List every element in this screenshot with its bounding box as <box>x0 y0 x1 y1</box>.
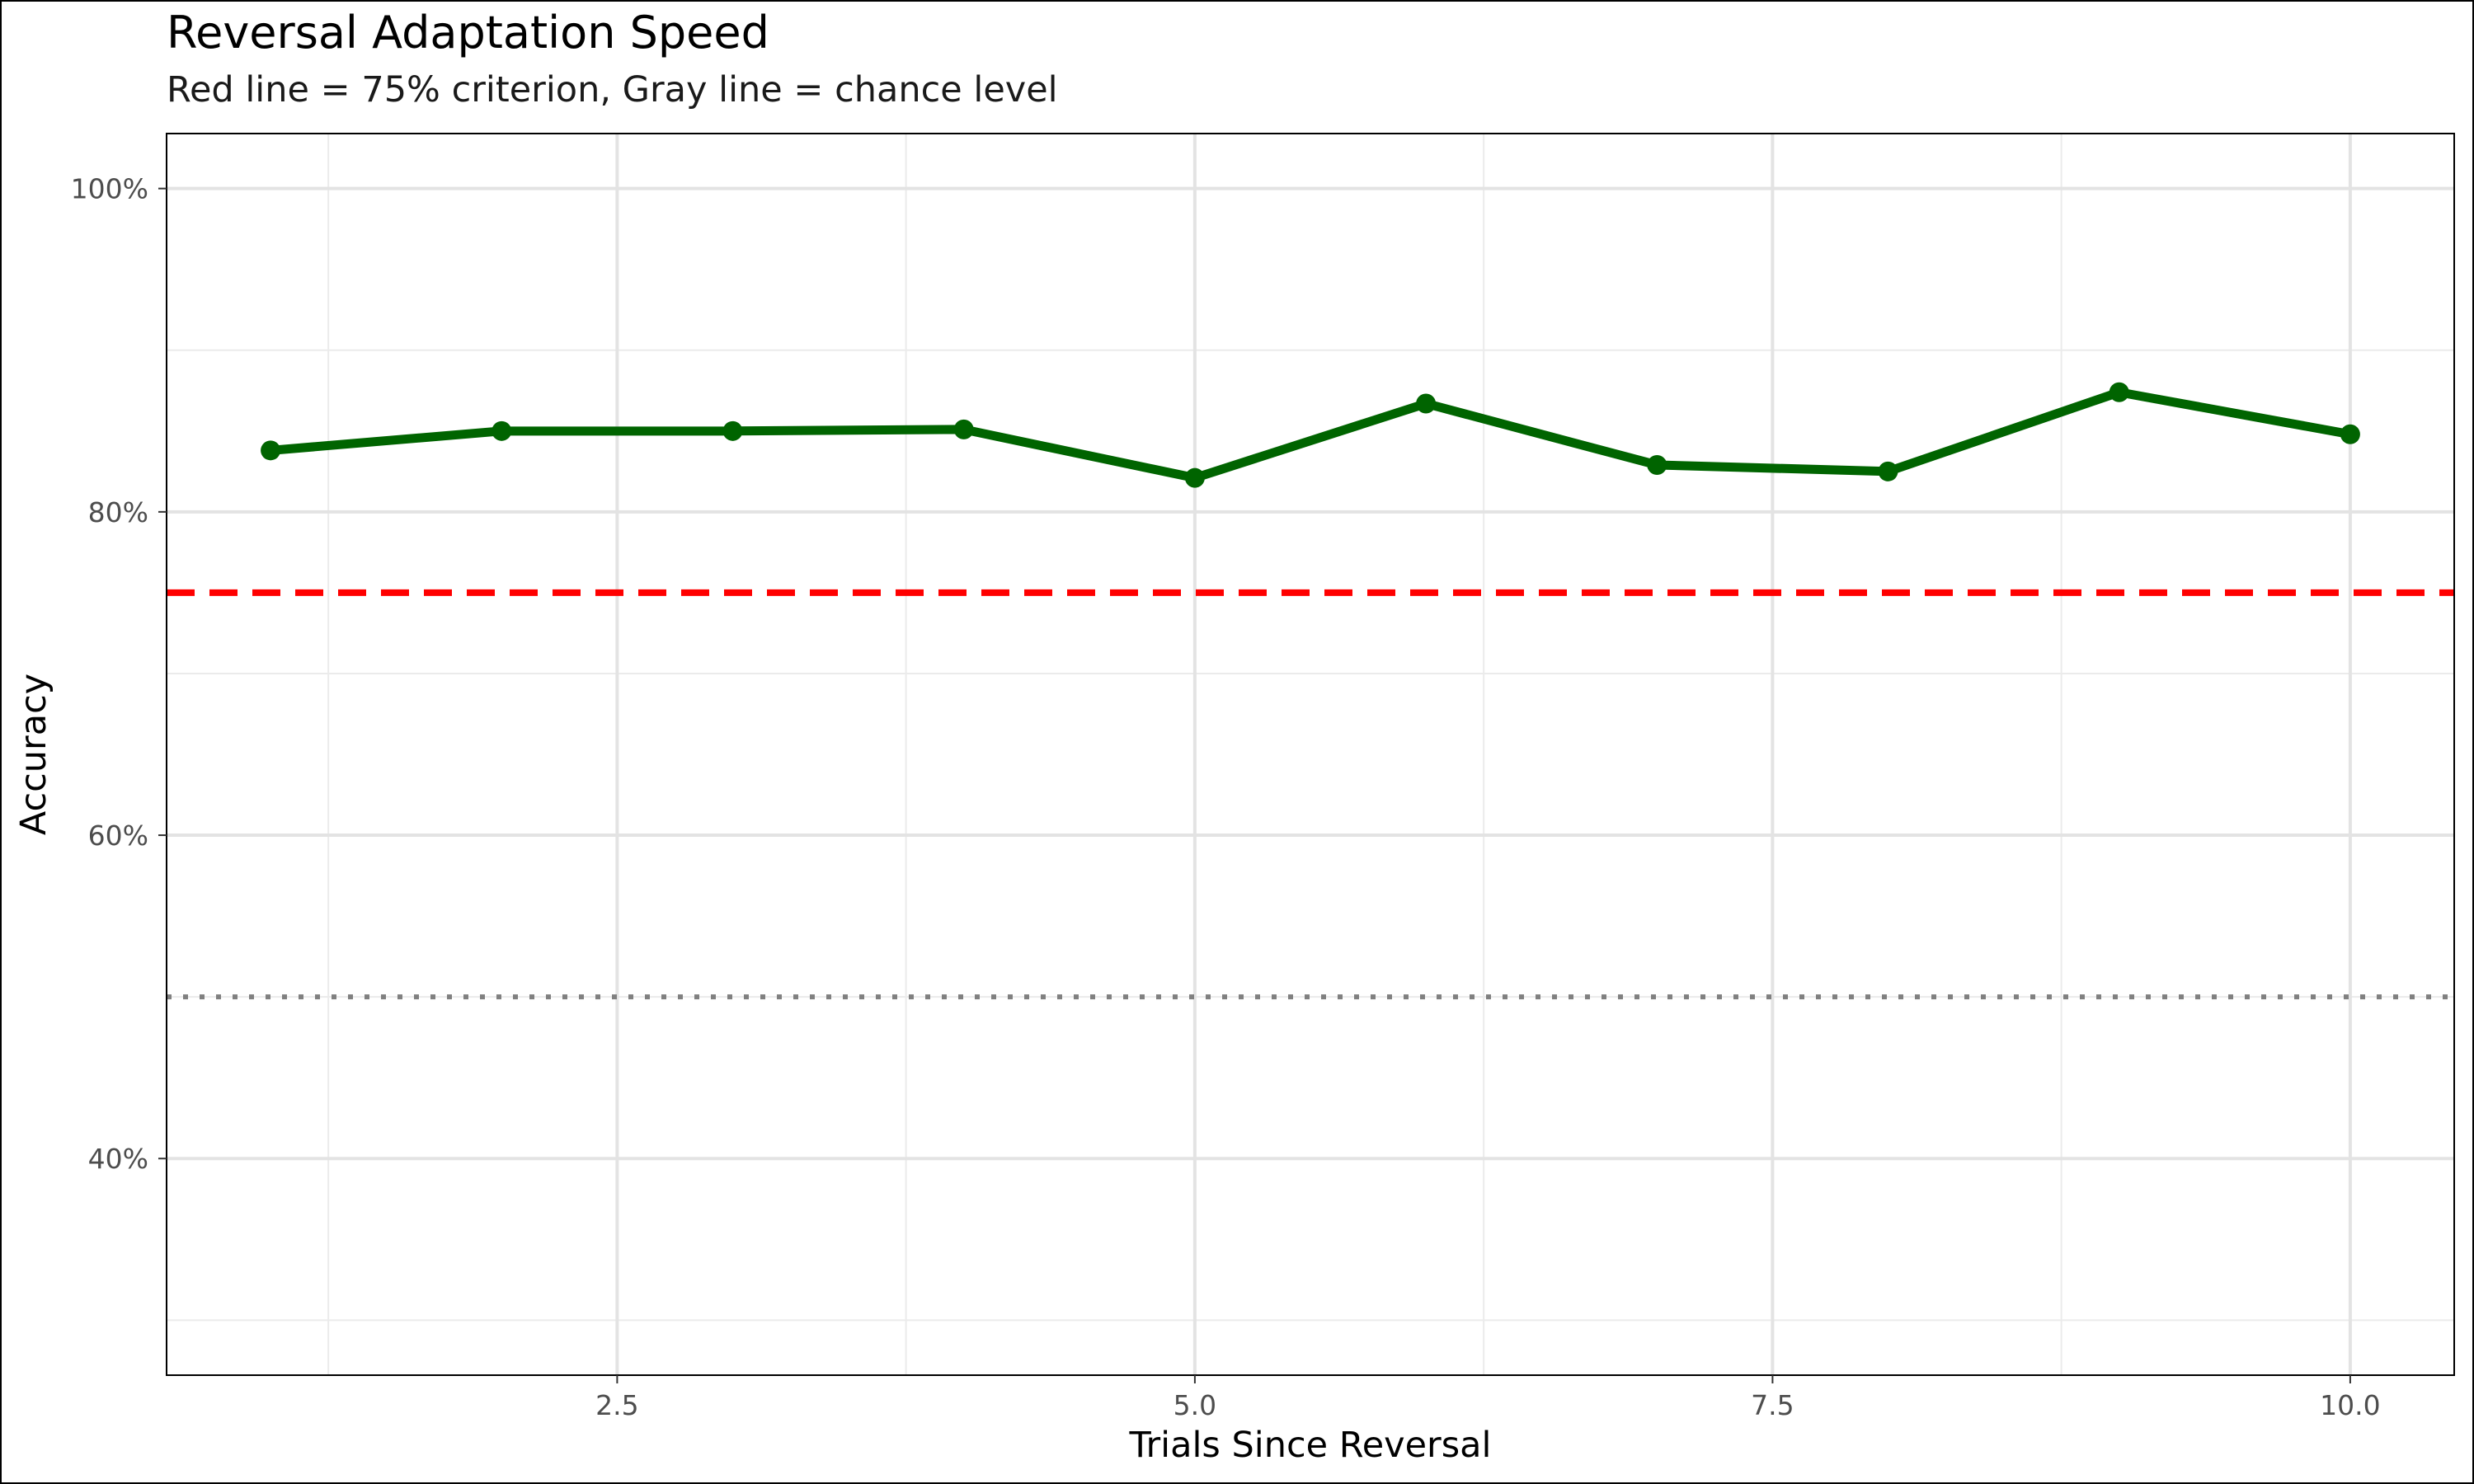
data-point-5 <box>1184 467 1205 488</box>
y-tick-label-3: 100% <box>71 173 148 205</box>
data-point-7 <box>1647 454 1667 475</box>
y-tick-label-0: 40% <box>88 1143 148 1175</box>
data-point-10 <box>2340 424 2360 444</box>
plot-panel-border <box>166 133 2455 1376</box>
y-axis-ticks: 40% 60% 80% 100% <box>71 173 167 1175</box>
accuracy-series-line <box>266 387 2355 483</box>
data-point-1 <box>261 440 281 461</box>
y-tick-label-2: 80% <box>88 496 148 528</box>
data-point-3 <box>722 420 743 441</box>
reference-lines <box>167 589 2454 1000</box>
x-axis-title: Trials Since Reversal <box>1129 1425 1492 1466</box>
x-axis-ticks: 2.5 5.0 7.5 10.0 <box>595 1375 2381 1421</box>
x-tick-label-3: 10.0 <box>2320 1389 2380 1421</box>
chart-subtitle: Red line = 75% criterion, Gray line = ch… <box>167 69 1058 110</box>
x-tick-label-1: 5.0 <box>1174 1389 1216 1421</box>
data-point-9 <box>2109 382 2129 402</box>
chart-title: Reversal Adaptation Speed <box>167 7 769 59</box>
data-point-8 <box>1878 461 1898 481</box>
x-tick-label-0: 2.5 <box>595 1389 638 1421</box>
data-point-2 <box>492 420 512 441</box>
series-layer <box>261 382 2360 488</box>
y-axis-title: Accuracy <box>13 674 54 835</box>
grid-lines <box>167 134 2454 1375</box>
y-tick-label-1: 60% <box>88 819 148 852</box>
x-tick-label-2: 7.5 <box>1751 1389 1794 1421</box>
data-point-4 <box>953 419 974 439</box>
data-point-6 <box>1416 393 1437 414</box>
